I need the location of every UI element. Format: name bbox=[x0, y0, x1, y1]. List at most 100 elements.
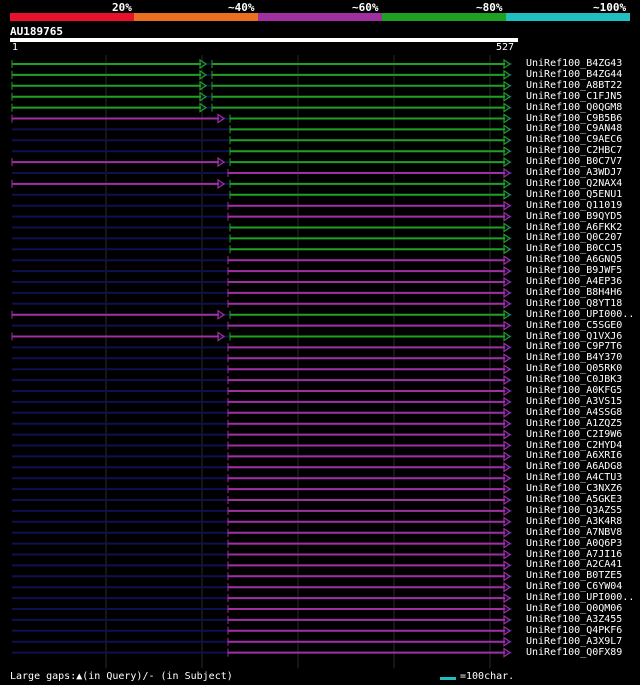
scale-bar-purple bbox=[258, 13, 382, 21]
hit-name-link[interactable]: UniRef100_A4EP36 bbox=[526, 276, 623, 287]
hit-arrow-icon bbox=[503, 571, 512, 582]
hit-name-link[interactable]: UniRef100_C5SGE0 bbox=[526, 319, 623, 331]
hit-arrow-icon bbox=[199, 58, 208, 70]
hit-name-link[interactable]: UniRef100_Q0FX89 bbox=[526, 646, 623, 658]
hit-arrow-icon bbox=[503, 331, 512, 342]
hit-arrow-icon bbox=[503, 255, 512, 266]
hit-name-link[interactable]: UniRef100_B8H4H6 bbox=[526, 286, 623, 298]
hit-arrow-icon bbox=[503, 429, 512, 440]
hit-name-link[interactable]: UniRef100_UPI000.. bbox=[526, 592, 635, 604]
hit-arrow-icon bbox=[217, 113, 226, 124]
hit-name-link[interactable]: UniRef100_C0JBK3 bbox=[526, 374, 623, 386]
hit-name-link[interactable]: UniRef100_A1ZQZ5 bbox=[526, 417, 623, 429]
hit-name-link[interactable]: UniRef100_A3VS15 bbox=[526, 395, 623, 407]
hit-arrow-icon bbox=[199, 91, 208, 102]
hit-arrow-icon bbox=[503, 80, 512, 91]
hit-arrow-icon bbox=[503, 200, 512, 211]
hit-name-link[interactable]: UniRef100_C6YW04 bbox=[526, 581, 623, 593]
hit-name-link[interactable]: UniRef100_A4SSG8 bbox=[526, 406, 623, 418]
hit-arrow-icon bbox=[503, 364, 512, 375]
hit-arrow-icon bbox=[217, 156, 226, 168]
hit-name-link[interactable]: UniRef100_C2HYD4 bbox=[526, 439, 623, 451]
hit-name-link[interactable]: UniRef100_A7JI16 bbox=[526, 548, 623, 560]
ruler-start: 1 bbox=[12, 42, 19, 53]
hit-name-link[interactable]: UniRef100_C9AEC6 bbox=[526, 134, 623, 146]
scale-label-100: ~100% bbox=[593, 1, 627, 14]
hit-alignment-panel bbox=[11, 55, 512, 668]
hit-arrow-icon bbox=[503, 309, 512, 320]
hit-arrow-icon bbox=[503, 473, 512, 484]
hit-name-link[interactable]: UniRef100_B0TZE5 bbox=[526, 570, 623, 582]
hit-name-link[interactable]: UniRef100_Q8YT18 bbox=[526, 297, 623, 309]
hit-name-link[interactable]: UniRef100_B9QYD5 bbox=[526, 210, 623, 222]
hit-name-link[interactable]: UniRef100_Q0C207 bbox=[526, 232, 623, 244]
hit-name-link[interactable]: UniRef100_Q1VXJ6 bbox=[526, 330, 623, 342]
hit-name-link[interactable]: UniRef100_A6XRI6 bbox=[526, 450, 623, 462]
hit-name-link[interactable]: UniRef100_B4ZG44 bbox=[526, 68, 623, 80]
hit-name-link[interactable]: UniRef100_Q05RK0 bbox=[526, 363, 623, 375]
hit-arrow-icon bbox=[503, 135, 512, 146]
hit-arrow-icon bbox=[503, 603, 512, 615]
hit-arrow-icon bbox=[503, 167, 512, 179]
hit-name-link[interactable]: UniRef100_Q0QM06 bbox=[526, 603, 623, 614]
hit-name-link[interactable]: UniRef100_A7NBV8 bbox=[526, 526, 623, 538]
scale-label-20: 20% bbox=[112, 1, 132, 14]
hit-arrow-icon bbox=[503, 560, 512, 571]
hit-arrow-icon bbox=[503, 69, 512, 81]
hit-arrow-icon bbox=[503, 146, 512, 157]
hit-name-link[interactable]: UniRef100_A6ADG8 bbox=[526, 461, 623, 473]
scale-label-40: ~40% bbox=[228, 1, 255, 14]
hit-name-link[interactable]: UniRef100_A0Q6P3 bbox=[526, 537, 623, 549]
hit-name-link[interactable]: UniRef100_A4CTU3 bbox=[526, 472, 623, 484]
hit-name-link[interactable]: UniRef100_A3X9L7 bbox=[526, 635, 623, 647]
hit-name-link[interactable]: UniRef100_C3NXZ6 bbox=[526, 483, 623, 495]
hit-name-link[interactable]: UniRef100_A6FKK2 bbox=[526, 221, 623, 233]
hit-name-link[interactable]: UniRef100_B4ZG43 bbox=[526, 58, 623, 69]
hit-name-link[interactable]: UniRef100_Q11019 bbox=[526, 199, 623, 211]
hit-arrow-icon bbox=[503, 233, 512, 244]
hit-arrow-icon bbox=[217, 309, 226, 320]
hit-name-link[interactable]: UniRef100_Q3AZS5 bbox=[526, 504, 623, 516]
hit-arrow-icon bbox=[503, 385, 512, 397]
hit-name-link[interactable]: UniRef100_A6GNQ5 bbox=[526, 254, 623, 266]
hit-name-link[interactable]: UniRef100_C9B5B6 bbox=[526, 112, 623, 124]
hit-name-link[interactable]: UniRef100_Q0QGM8 bbox=[526, 101, 623, 113]
hit-arrow-icon bbox=[503, 647, 512, 658]
hit-name-link[interactable]: UniRef100_Q2NAX4 bbox=[526, 177, 623, 189]
hit-arrow-icon bbox=[503, 418, 512, 429]
hit-arrow-icon bbox=[503, 636, 512, 647]
hit-name-link[interactable]: UniRef100_A3Z455 bbox=[526, 613, 623, 625]
hit-name-link[interactable]: UniRef100_B0CCJ5 bbox=[526, 243, 623, 255]
scale-label-60: ~60% bbox=[352, 1, 379, 14]
hit-arrow-icon bbox=[503, 222, 512, 233]
gap-legend: Large gaps:▲(in Query)/- (in Subject) bbox=[10, 671, 233, 682]
scale-label-80: ~80% bbox=[476, 1, 503, 14]
hit-name-link[interactable]: UniRef100_C2I9W6 bbox=[526, 428, 623, 440]
hit-name-link[interactable]: UniRef100_C9AN48 bbox=[526, 123, 623, 135]
hit-name-link[interactable]: UniRef100_B4Y370 bbox=[526, 352, 623, 364]
ruler-end: 527 bbox=[496, 42, 515, 53]
scale-bar-cyan bbox=[506, 13, 630, 21]
hit-name-link[interactable]: UniRef100_C9P7T6 bbox=[526, 341, 623, 353]
hit-arrow-icon bbox=[503, 374, 512, 386]
hit-name-link[interactable]: UniRef100_B9JWF5 bbox=[526, 265, 623, 277]
hit-name-link[interactable]: UniRef100_B0C7V7 bbox=[526, 156, 623, 168]
hit-name-link[interactable]: UniRef100_C1FJN5 bbox=[526, 90, 623, 102]
hit-name-link[interactable]: UniRef100_Q5ENU1 bbox=[526, 188, 623, 200]
hit-name-link[interactable]: UniRef100_A2CA41 bbox=[526, 559, 623, 571]
hit-arrow-icon bbox=[503, 189, 512, 200]
hit-name-link[interactable]: UniRef100_C2HBC7 bbox=[526, 145, 623, 157]
hit-name-link[interactable]: UniRef100_A3K4R8 bbox=[526, 515, 623, 527]
scale-legend-text: =100char. bbox=[460, 671, 515, 682]
hit-name-link[interactable]: UniRef100_A8BT22 bbox=[526, 79, 623, 91]
hit-name-link[interactable]: UniRef100_Q4PKF6 bbox=[526, 624, 623, 636]
hit-name-link[interactable]: UniRef100_A3WDJ7 bbox=[526, 167, 623, 178]
hit-name-link[interactable]: UniRef100_A5GKE3 bbox=[526, 494, 623, 505]
hit-arrow-icon bbox=[503, 625, 512, 636]
hit-arrow-icon bbox=[503, 396, 512, 408]
hit-name-link[interactable]: UniRef100_UPI000.. bbox=[526, 308, 635, 320]
hit-name-link[interactable]: UniRef100_A0KFG5 bbox=[526, 385, 623, 396]
hit-arrow-icon bbox=[199, 80, 208, 91]
hit-arrow-icon bbox=[503, 462, 512, 473]
hit-arrow-icon bbox=[199, 102, 208, 113]
